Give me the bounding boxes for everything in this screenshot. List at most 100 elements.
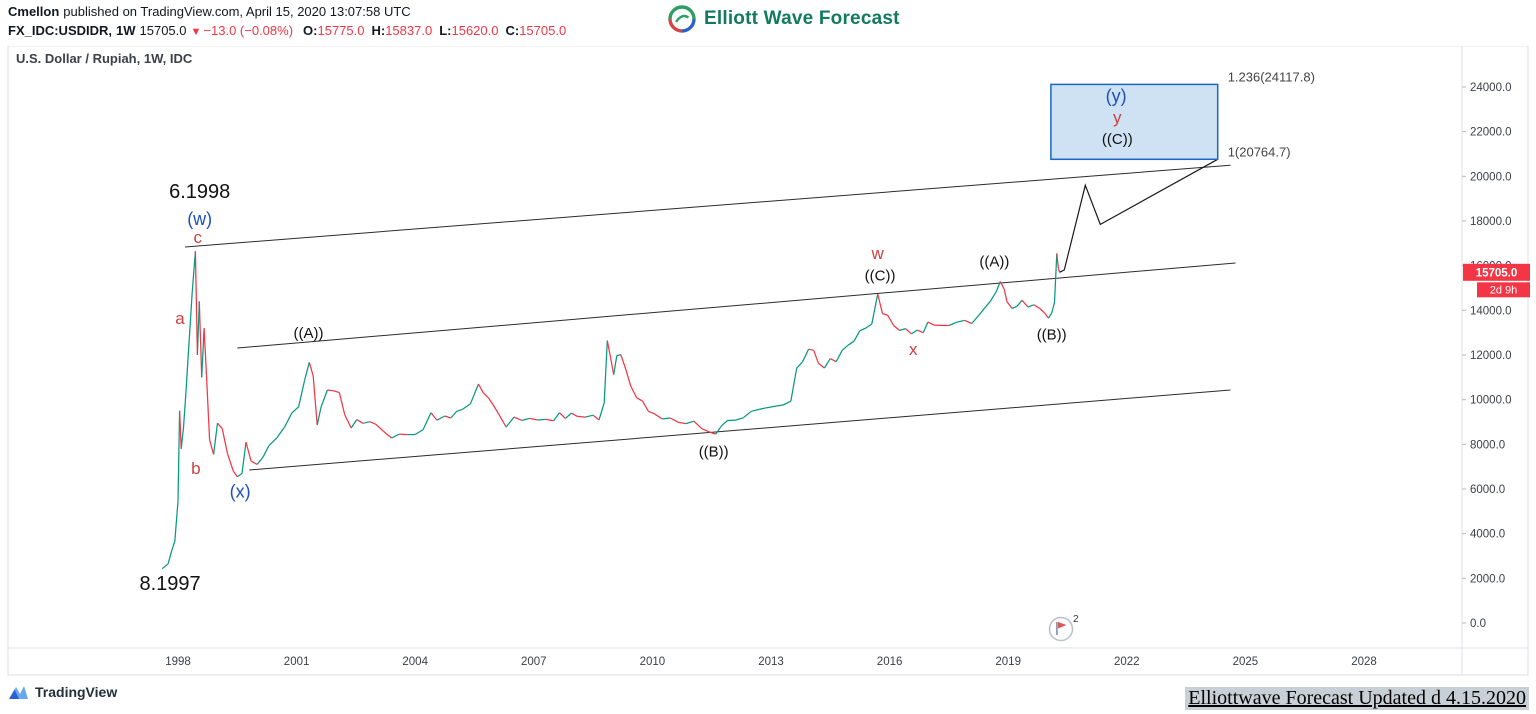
price-series-segment — [256, 456, 264, 465]
price-series-segment — [853, 330, 861, 342]
price-series-segment — [564, 412, 572, 419]
price-series-segment — [910, 329, 918, 335]
price-series-segment — [887, 314, 895, 326]
wave-label: ((B)) — [699, 443, 729, 460]
price-series-segment — [356, 419, 364, 424]
y-axis-tick: 12000.0 — [1470, 350, 1512, 362]
price-series-segment — [245, 441, 252, 462]
y-axis-tick: 6000.0 — [1470, 484, 1505, 496]
price-series-segment — [693, 420, 703, 430]
price-series-segment — [477, 383, 484, 393]
price-series-segment — [641, 400, 649, 412]
price-series-segment — [482, 392, 489, 399]
price-series-segment — [521, 417, 530, 422]
price-series-segment — [205, 375, 211, 440]
price-series-segment — [469, 383, 480, 404]
wave-label: a — [175, 309, 185, 328]
price-series-segment — [709, 431, 716, 435]
y-axis-tick: 4000.0 — [1470, 529, 1505, 541]
watermark-text: Elliottwave Forecast Updated d 4.15.2020 — [1185, 687, 1529, 710]
price-series-segment — [585, 414, 594, 418]
price-series-segment — [620, 354, 627, 369]
wave-label: ((A)) — [294, 325, 324, 342]
tradingview-logo-icon — [9, 686, 28, 699]
price-series-segment — [899, 328, 906, 331]
price-series-segment — [276, 426, 286, 439]
price-series-segment — [350, 419, 358, 429]
price-series-segment — [802, 348, 810, 362]
price-series-segment — [989, 291, 997, 302]
publish-line: Cmellon published on TradingView.com, Apr… — [8, 4, 411, 19]
price-series-segment — [221, 428, 229, 454]
price-series-segment — [701, 428, 710, 433]
author-link[interactable]: Cmellon — [8, 4, 60, 19]
price-series-segment — [236, 472, 243, 478]
price-series-segment — [513, 416, 523, 421]
price-series-segment — [191, 251, 197, 293]
channel-line — [185, 164, 1231, 248]
price-series-segment — [180, 427, 185, 449]
price-series-segment — [1033, 304, 1041, 310]
countdown-badge — [1477, 282, 1530, 298]
price-series-segment — [312, 375, 318, 426]
price-series-segment — [436, 415, 446, 421]
price-series-segment — [715, 425, 723, 435]
price-series-segment — [882, 313, 888, 316]
y-axis-tick: 24000.0 — [1470, 82, 1512, 94]
price-series-segment — [956, 319, 965, 323]
wave-label: y — [1113, 108, 1122, 127]
price-series-segment — [964, 319, 973, 325]
y-axis-tick: 0.0 — [1470, 618, 1486, 630]
idea-marker-icon[interactable] — [1048, 616, 1074, 642]
price-series-segment — [927, 321, 935, 326]
price-series-segment — [375, 423, 385, 432]
price-series-segment — [871, 293, 879, 325]
price-series-segment — [654, 413, 663, 420]
price-series-segment — [830, 358, 837, 363]
x-axis-tick: 2016 — [877, 656, 903, 668]
price-series-segment — [332, 390, 340, 394]
price-series-segment — [226, 453, 234, 472]
price-series-segment — [917, 329, 924, 334]
price-series-segment — [1053, 253, 1058, 303]
price-series-segment — [497, 412, 507, 428]
price-series-segment — [616, 353, 621, 357]
price-series-segment — [250, 460, 258, 465]
price-series-segment — [1027, 304, 1035, 308]
price-series-segment — [1056, 253, 1060, 269]
header-bar: Cmellon published on TradingView.com, Apr… — [0, 0, 1536, 46]
price-series-segment — [545, 418, 554, 422]
price-badge-text: 15705.0 — [1476, 267, 1518, 279]
wave-label: x — [909, 340, 918, 359]
price-series-segment — [904, 328, 912, 335]
y-axis-tick: 10000.0 — [1470, 395, 1512, 407]
x-axis-tick: 2013 — [758, 656, 784, 668]
price-series-segment — [1003, 288, 1008, 302]
wave-label: 6.1998 — [169, 181, 230, 203]
open-value: 15775.0 — [317, 23, 365, 38]
price-series-segment — [430, 412, 438, 421]
x-axis-tick: 2007 — [521, 656, 547, 668]
price-series-segment — [677, 421, 687, 425]
price-series-segment — [553, 412, 561, 422]
price-series-segment — [174, 501, 179, 542]
price-series-segment — [823, 358, 831, 369]
price-series-segment — [201, 328, 205, 378]
price-series-segment — [444, 415, 451, 419]
x-axis-tick: 2022 — [1114, 656, 1140, 668]
price-series-segment — [456, 408, 463, 412]
price-series-segment — [167, 549, 173, 564]
x-axis-tick: 2004 — [402, 656, 428, 668]
price-series-segment — [529, 417, 538, 421]
x-axis-tick: 1998 — [165, 656, 191, 668]
price-series-segment — [383, 430, 392, 439]
price-series-segment — [662, 417, 671, 420]
x-axis-tick: 2019 — [995, 656, 1021, 668]
wave-label: w — [871, 244, 885, 263]
y-axis-tick: 14000.0 — [1470, 305, 1512, 317]
tradingview-attribution[interactable]: TradingView — [8, 684, 117, 700]
price-series-segment — [577, 415, 586, 418]
marker-count: 2 — [1073, 614, 1079, 625]
price-series-segment — [624, 368, 632, 387]
price-series-segment — [796, 361, 804, 369]
